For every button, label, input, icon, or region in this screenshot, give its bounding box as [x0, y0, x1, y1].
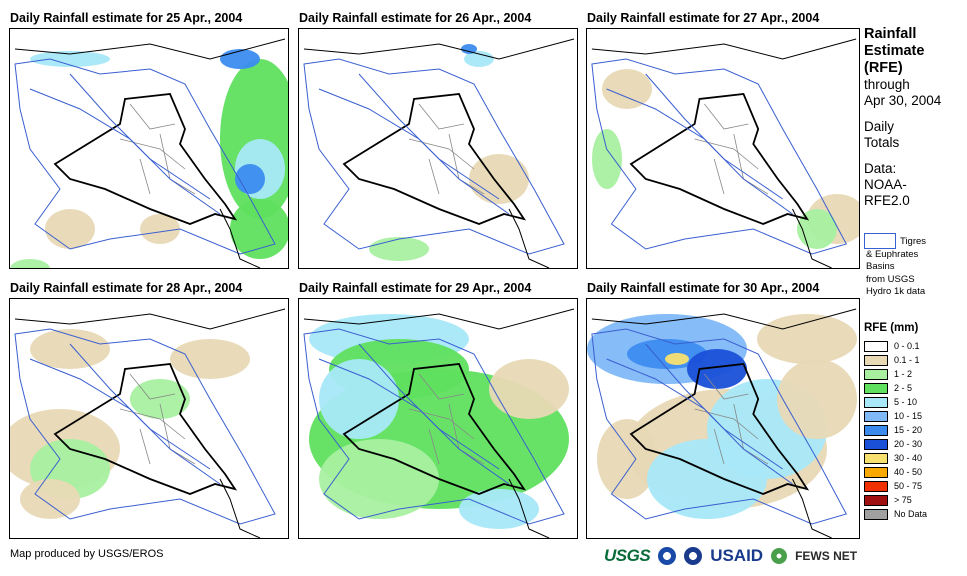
panel-title-3: Daily Rainfall estimate for 27 Apr., 200…: [587, 11, 820, 25]
side-title-line3: (RFE): [864, 60, 903, 76]
legend-item: 15 - 20: [864, 423, 927, 437]
legend-label: > 75: [894, 495, 912, 505]
side-description: Rainfall Estimate (RFE) through Apr 30, …: [864, 26, 964, 209]
basin-l4: from USGS: [866, 273, 915, 285]
usaid-logo: USAID: [710, 546, 764, 565]
side-data-label: Data:: [864, 161, 897, 176]
map-25-apr: [10, 38, 288, 268]
legend-label: 10 - 15: [894, 411, 923, 421]
basin-legend-swatch: [864, 233, 896, 249]
legend-swatch: [864, 494, 888, 506]
legend-item: > 75: [864, 493, 927, 507]
panel-title-5: Daily Rainfall estimate for 29 Apr., 200…: [299, 281, 532, 295]
legend-item: 1 - 2: [864, 367, 927, 381]
legend-item: 2 - 5: [864, 381, 927, 395]
basin-l1: Tigres: [900, 236, 927, 247]
legend-label: 5 - 10: [894, 397, 918, 407]
legend-label: 40 - 50: [894, 467, 923, 477]
fews-globe-icon: [771, 548, 788, 564]
map-panel-26-apr: [298, 28, 578, 269]
legend-item: No Data: [864, 507, 927, 521]
legend-swatch: [864, 368, 888, 380]
panel-title-6: Daily Rainfall estimate for 30 Apr., 200…: [587, 281, 820, 295]
side-data-source1: NOAA-: [864, 177, 907, 192]
panel-title-4: Daily Rainfall estimate for 28 Apr., 200…: [10, 281, 243, 295]
map-29-apr: [303, 308, 575, 538]
legend-swatch: [864, 480, 888, 492]
legend-label: 30 - 40: [894, 453, 923, 463]
legend-label: 2 - 5: [894, 383, 913, 393]
panel-title-2: Daily Rainfall estimate for 26 Apr., 200…: [299, 11, 532, 25]
legend-swatch: [864, 438, 888, 450]
legend-label: 50 - 75: [894, 481, 923, 491]
side-daily: Daily: [864, 119, 895, 134]
legend-item: 0 - 0.1: [864, 339, 927, 353]
credit-text: Map produced by USGS/EROS: [10, 548, 164, 560]
map-27-apr: [591, 38, 859, 268]
map-panel-27-apr: [586, 28, 860, 269]
legend-item: 10 - 15: [864, 409, 927, 423]
basin-l5: Hydro 1k data: [866, 286, 926, 297]
legend-item: 5 - 10: [864, 395, 927, 409]
fews-net-logo: FEWS NET: [795, 549, 858, 563]
map-panel-30-apr: [586, 298, 860, 539]
map-26-apr: [303, 38, 575, 268]
legend-label: 1 - 2: [894, 369, 913, 379]
legend-title: RFE (mm): [864, 322, 919, 334]
legend-swatch: [864, 424, 888, 436]
usgs-logo: USGS: [604, 546, 651, 565]
legend-label: 0 - 0.1: [894, 341, 920, 351]
map-28-apr: [10, 308, 286, 538]
noaa-logo-icon: [658, 547, 677, 565]
legend-swatch: [864, 396, 888, 408]
basin-l3: Basins: [866, 261, 895, 272]
side-through: through: [864, 77, 910, 92]
side-title-line1: Rainfall: [864, 26, 917, 42]
legend-swatch: [864, 508, 888, 520]
side-date: Apr 30, 2004: [864, 93, 942, 108]
side-title-line2: Estimate: [864, 43, 925, 59]
side-data-source2: RFE2.0: [864, 193, 910, 208]
basin-legend-text: Tigres & Euphrates Basins from USGS Hydr…: [866, 236, 966, 299]
logo-bar: USGS USAID FEWS NET: [604, 542, 857, 570]
legend-item: 20 - 30: [864, 437, 927, 451]
usaid-seal-icon: [684, 547, 703, 565]
legend-item: 30 - 40: [864, 451, 927, 465]
map-panel-25-apr: [9, 28, 289, 269]
legend-label: 15 - 20: [894, 425, 923, 435]
legend-swatch: [864, 354, 888, 366]
basin-l2: & Euphrates: [866, 248, 919, 260]
legend-swatch: [864, 340, 888, 352]
legend-label: 20 - 30: [894, 439, 923, 449]
map-panel-29-apr: [298, 298, 578, 539]
legend-item: 40 - 50: [864, 465, 927, 479]
legend-label: 0.1 - 1: [894, 355, 920, 365]
rfe-legend: 0 - 0.1 0.1 - 1 1 - 2 2 - 5 5 - 10 10 - 15 15 …: [864, 339, 927, 521]
legend-swatch: [864, 466, 888, 478]
legend-item: 50 - 75: [864, 479, 927, 493]
legend-swatch: [864, 410, 888, 422]
map-panel-28-apr: [9, 298, 289, 539]
legend-swatch: [864, 382, 888, 394]
legend-item: 0.1 - 1: [864, 353, 927, 367]
legend-label: No Data: [894, 509, 928, 519]
map-30-apr: [587, 308, 857, 538]
panel-title-1: Daily Rainfall estimate for 25 Apr., 200…: [10, 11, 243, 25]
legend-swatch: [864, 452, 888, 464]
side-totals: Totals: [864, 135, 900, 150]
